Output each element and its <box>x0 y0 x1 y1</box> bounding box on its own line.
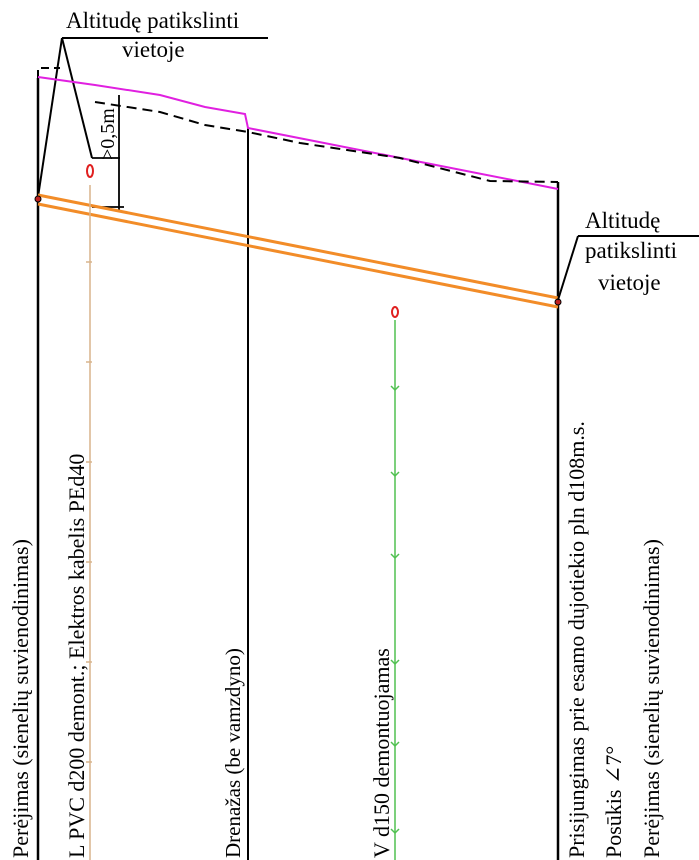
section-bracket <box>37 67 60 78</box>
water-marker <box>391 306 399 318</box>
clearance-label: >0,5m <box>97 108 119 160</box>
callout-right-line3: vietoje <box>598 270 661 295</box>
cable-ticks <box>86 261 92 763</box>
water-arrows <box>390 385 400 835</box>
label-right-crossing: Perėjimas (sienelių suvienodinimas) <box>639 539 664 858</box>
pipe-top-line <box>37 193 559 300</box>
pipe-bottom-line <box>37 202 559 309</box>
design-surface-line <box>94 101 559 183</box>
terrain-line <box>37 76 559 190</box>
label-water-partial: V d150 demontuojamas <box>369 648 394 858</box>
label-pipes-partial: L PVC d200 demont.; Elektros kabelis PEd… <box>64 454 89 858</box>
callout-right-line1: Altitudę <box>585 208 660 233</box>
callout-top-left-line1: Altitudę patikslinti <box>66 8 239 33</box>
callout-top-left-leader-b <box>61 37 93 159</box>
callout-top-left-leader-a <box>37 37 63 198</box>
callout-right-line2: patikslinti <box>585 238 677 263</box>
callout-right-leader <box>557 235 579 301</box>
callout-top-left-line2: vietoje <box>122 37 185 62</box>
cable-marker <box>86 164 94 178</box>
label-turn: Posūkis ∠7° <box>601 746 626 858</box>
label-connection: Prisijungimas prie esamo dujotiekio pln … <box>564 421 589 858</box>
label-left-crossing: Perėjimas (sienelių suvienodinimas) <box>8 539 33 858</box>
pipe-start-node <box>34 195 42 203</box>
label-drainage-partial: Drenažas (be vamzdyno) <box>221 648 245 858</box>
